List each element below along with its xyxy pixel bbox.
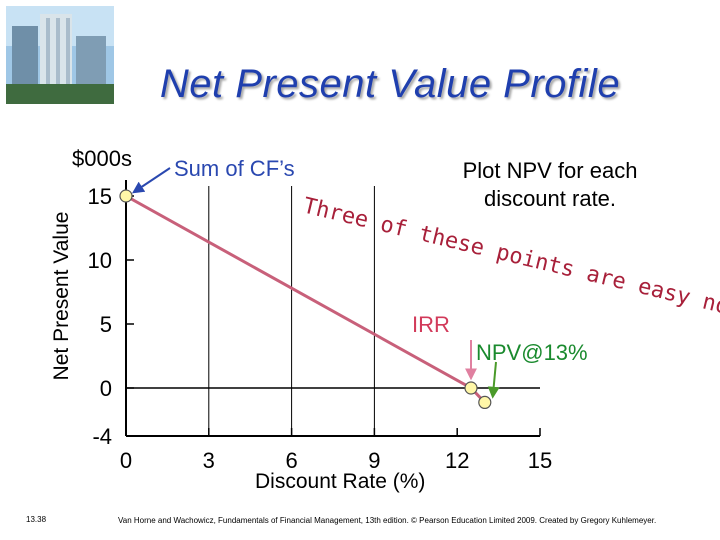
npv13-arrow xyxy=(487,361,500,399)
sum-of-cfs-label: Sum of CF’s xyxy=(174,156,295,181)
y-tick-label: 10 xyxy=(88,248,112,273)
y-tick-label: 0 xyxy=(100,376,112,401)
slide-number: 13.38 xyxy=(26,515,47,524)
x-tick-label: 12 xyxy=(445,448,469,473)
data-point xyxy=(478,395,492,409)
data-point xyxy=(119,189,133,203)
plot-note-line2: discount rate. xyxy=(483,186,617,211)
footer-citation: Van Horne and Wachowicz, Fundamentals of… xyxy=(118,516,657,525)
y-tick-label: -4 xyxy=(92,424,112,449)
data-point xyxy=(464,381,478,395)
units-label: $000s xyxy=(72,146,132,171)
annotation-arrows xyxy=(132,167,500,399)
series xyxy=(119,189,492,409)
x-tick-label: 0 xyxy=(120,448,132,473)
ticks: 0 3 6 9 12 15 15 10 5 0 -4 xyxy=(88,184,553,473)
y-axis-label: Net Present Value xyxy=(50,211,73,381)
irr-label: IRR xyxy=(412,312,450,337)
y-tick-label: 15 xyxy=(88,184,112,209)
x-tick-label: 15 xyxy=(528,448,552,473)
slide-title: Net Present Value Profile xyxy=(159,62,621,106)
axes xyxy=(125,180,540,437)
npv-at-13-label: NPV@13% xyxy=(476,340,588,365)
x-axis-label: Discount Rate (%) xyxy=(255,470,426,493)
sum-of-cfs-arrow xyxy=(132,167,171,194)
skyscraper-image xyxy=(6,6,114,104)
plot-note-line1: Plot NPV for each xyxy=(462,158,638,183)
y-tick-label: 5 xyxy=(100,312,112,337)
x-tick-label: 3 xyxy=(203,448,215,473)
x-tick-label: 9 xyxy=(368,448,380,473)
npv-curve xyxy=(125,194,486,404)
x-tick-label: 6 xyxy=(285,448,297,473)
